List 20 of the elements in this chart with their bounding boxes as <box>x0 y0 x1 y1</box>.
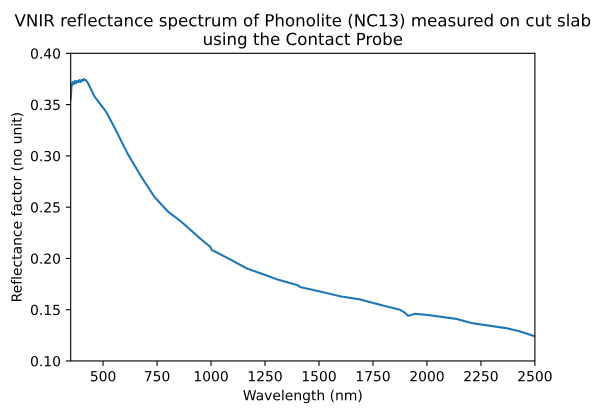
x-tick-label: 1500 <box>302 370 336 382</box>
chart-title: VNIR reflectance spectrum of Phonolite (NC13) measured on cut slab using the Contact Probe <box>14 14 590 48</box>
x-tick-label: 500 <box>90 370 116 382</box>
line-series <box>70 78 535 338</box>
y-tick-label: 0.15 <box>30 304 60 316</box>
x-tick-label: 2500 <box>518 370 552 382</box>
y-tick-label: 0.30 <box>30 150 60 162</box>
x-tick-label: 750 <box>144 370 170 382</box>
y-axis-title: Reflectance factor (no unit) <box>11 113 24 302</box>
x-tick-label: 2250 <box>464 370 498 382</box>
x-tick-label: 1750 <box>356 370 390 382</box>
x-axis-title: Wavelength (nm) <box>243 390 362 404</box>
y-tick-label: 0.35 <box>30 100 60 110</box>
y-tick-label: 0.40 <box>30 48 60 59</box>
y-tick-label: 0.25 <box>30 202 60 213</box>
x-tick-label: 2000 <box>410 370 444 382</box>
y-tick-label: 0.20 <box>30 253 60 264</box>
x-tick-label: 1000 <box>194 370 228 382</box>
y-tick-label: 0.10 <box>30 356 60 366</box>
x-tick-label: 1250 <box>248 370 282 382</box>
